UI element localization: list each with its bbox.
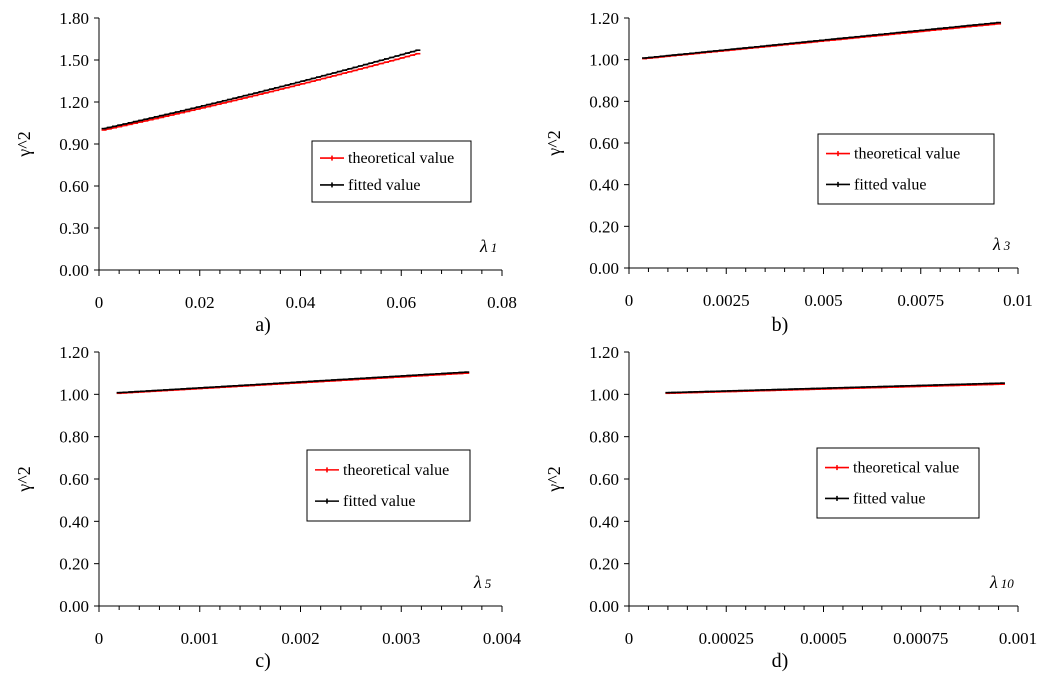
chart-panel-c: 0.00 0.20 0.40 0.60 0.80 1.00 1.20 0 0.001 0.002 0… (14, 343, 522, 672)
panel-label: c) (255, 650, 271, 672)
legend: theoretical value fitted value (306, 449, 471, 522)
x-tick-label: 0.00075 (893, 629, 948, 648)
legend: theoretical value fitted value (817, 133, 995, 205)
x-axis-label: λ 10 (989, 572, 1014, 592)
x-tick-label: 0.0025 (703, 291, 750, 310)
series-line (103, 49, 419, 130)
y-tick-label: 1.20 (589, 343, 619, 362)
x-tick-label: 0.0075 (897, 291, 944, 310)
y-tick-label: 0.00 (589, 597, 619, 616)
y-tick-label: 0.30 (59, 219, 89, 238)
y-tick-label: 1.20 (59, 343, 89, 362)
y-tick-label: 1.00 (589, 385, 619, 404)
series-fitted (116, 371, 470, 394)
x-axis-label-subscript: 5 (485, 576, 492, 591)
panel-label: d) (772, 650, 789, 672)
legend-box (817, 133, 995, 205)
x-tick-label: 0.0005 (800, 629, 847, 648)
chart-panel-a: 0.00 0.30 0.60 0.90 1.20 1.50 1.80 0 0.02 0.04 0.0… (14, 9, 517, 336)
x-tick-label: 0 (625, 291, 634, 310)
legend-box (306, 449, 471, 522)
y-tick-label: 0.00 (59, 597, 89, 616)
legend-label: theoretical value (854, 146, 960, 163)
y-tick-label: 0.40 (589, 176, 619, 195)
y-tick-label: 1.80 (59, 9, 89, 28)
chart-panel-b: 0.00 0.20 0.40 0.60 0.80 1.00 1.20 0 0.0025 0.005… (544, 9, 1033, 336)
x-axis-label-subscript: 1 (491, 240, 498, 255)
y-tick-label: 0.60 (59, 177, 89, 196)
x-tick-label: 0 (95, 293, 104, 312)
y-tick-label: 0.80 (59, 428, 89, 447)
y-tick-label: 0.40 (59, 512, 89, 531)
y-tick-label: 0.00 (589, 259, 619, 278)
y-axis-label: γ^2 (544, 466, 564, 492)
series-fitted (665, 382, 1005, 394)
y-tick-label: 0.60 (589, 134, 619, 153)
y-tick-label: 0.80 (589, 92, 619, 111)
series-fitted (101, 49, 421, 130)
series-fitted (642, 21, 1002, 59)
y-tick-label: 0.00 (59, 261, 89, 280)
x-tick-label: 0.08 (487, 293, 517, 312)
x-axis-label-subscript: 10 (1001, 576, 1015, 591)
y-tick-label: 1.00 (59, 385, 89, 404)
x-tick-label: 0.06 (386, 293, 416, 312)
legend: theoretical value fitted value (311, 140, 472, 203)
legend-label: theoretical value (348, 150, 454, 167)
x-tick-label: 0 (625, 629, 634, 648)
x-tick-label: 0.001 (999, 629, 1037, 648)
chart-panel-d: 0.00 0.20 0.40 0.60 0.80 1.00 1.20 0 0.00025 0.00… (544, 343, 1037, 672)
y-axis-label: γ^2 (14, 131, 34, 157)
legend-label: theoretical value (853, 460, 959, 477)
y-tick-label: 0.20 (59, 555, 89, 574)
y-tick-label: 0.20 (589, 217, 619, 236)
legend-label: fitted value (343, 493, 415, 510)
x-tick-label: 0.003 (382, 629, 420, 648)
panel-label: b) (772, 314, 789, 336)
y-tick-label: 0.80 (589, 428, 619, 447)
series-theoretical (101, 52, 421, 131)
y-tick-label: 0.20 (589, 555, 619, 574)
x-tick-label: 0.005 (804, 291, 842, 310)
y-axis-label: γ^2 (14, 466, 34, 492)
x-tick-label: 0.002 (281, 629, 319, 648)
y-tick-label: 1.50 (59, 51, 89, 70)
legend-label: theoretical value (343, 462, 449, 479)
legend-label: fitted value (854, 176, 926, 193)
x-tick-label: 0 (95, 629, 104, 648)
y-tick-label: 0.60 (59, 470, 89, 489)
x-tick-label: 0.00025 (699, 629, 754, 648)
legend: theoretical value fitted value (816, 447, 980, 519)
x-tick-label: 0.01 (1003, 291, 1033, 310)
legend-box (311, 140, 472, 203)
x-tick-label: 0.02 (185, 293, 215, 312)
legend-label: fitted value (853, 490, 925, 507)
y-tick-label: 1.20 (589, 9, 619, 28)
legend-box (816, 447, 980, 519)
x-axis-label-subscript: 3 (1003, 238, 1011, 253)
y-tick-label: 0.90 (59, 135, 89, 154)
x-tick-label: 0.001 (181, 629, 219, 648)
y-tick-label: 1.00 (589, 51, 619, 70)
y-axis-label: γ^2 (544, 130, 564, 156)
legend-label: fitted value (348, 177, 420, 194)
y-tick-label: 0.40 (589, 512, 619, 531)
x-tick-label: 0.04 (286, 293, 316, 312)
y-tick-label: 0.60 (589, 470, 619, 489)
y-tick-label: 1.20 (59, 93, 89, 112)
x-tick-label: 0.004 (483, 629, 522, 648)
panel-label: a) (255, 314, 271, 336)
